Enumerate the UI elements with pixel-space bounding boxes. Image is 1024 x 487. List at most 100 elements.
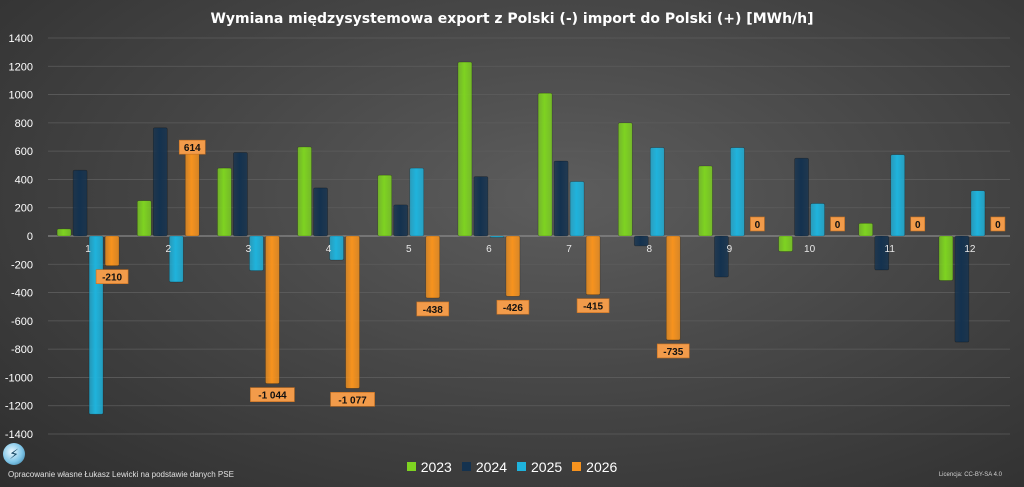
data-label: -1 077 bbox=[338, 395, 367, 406]
bar-2025-2 bbox=[168, 235, 184, 283]
bar-2026-5 bbox=[425, 235, 441, 299]
y-tick-label: 1400 bbox=[9, 33, 33, 45]
x-tick-label: 9 bbox=[727, 244, 733, 255]
data-label-box bbox=[250, 387, 295, 402]
y-tick-label: -600 bbox=[11, 316, 33, 328]
y-tick-label: 1200 bbox=[9, 61, 33, 73]
y-tick-label: 400 bbox=[15, 174, 33, 186]
bar-2024-5 bbox=[393, 204, 409, 237]
bar-2024-4 bbox=[313, 187, 328, 237]
author-logo-icon: ⚡ bbox=[3, 443, 25, 465]
legend-swatch bbox=[572, 462, 582, 471]
x-tick-label: 1 bbox=[85, 244, 91, 255]
bar-2024-10 bbox=[794, 157, 809, 237]
bar-2024-11 bbox=[874, 235, 890, 271]
license-note: Licencja: CC-BY-SA 4.0 bbox=[938, 472, 1002, 478]
data-label-box bbox=[656, 343, 690, 359]
x-tick-label: 3 bbox=[246, 244, 252, 255]
bar-2026-2 bbox=[184, 148, 200, 237]
y-tick-label: -200 bbox=[11, 259, 33, 271]
bar-2024-6 bbox=[473, 176, 489, 237]
legend-item-2024: 2024 bbox=[461, 459, 507, 475]
y-tick-label: -1200 bbox=[5, 401, 33, 413]
data-label-box bbox=[416, 301, 450, 317]
data-label: -415 bbox=[583, 302, 603, 313]
chart-title: Wymiana międzysystemowa export z Polski … bbox=[210, 11, 813, 27]
bar-2024-2 bbox=[152, 127, 168, 237]
bar-2025-11 bbox=[890, 154, 906, 237]
bar-2026-6 bbox=[505, 235, 521, 297]
bar-2025-3 bbox=[249, 235, 264, 271]
data-label: 0 bbox=[755, 220, 761, 231]
x-tick-label: 5 bbox=[406, 244, 412, 255]
bar-2024-12 bbox=[954, 235, 970, 343]
x-tick-label: 12 bbox=[964, 244, 976, 255]
bar-2026-1 bbox=[104, 235, 120, 267]
bar-2026-8 bbox=[665, 235, 681, 341]
legend-label: 2023 bbox=[420, 458, 452, 475]
bar-2024-7 bbox=[553, 160, 569, 237]
bar-2024-1 bbox=[72, 169, 88, 237]
legend-item-2023: 2023 bbox=[406, 458, 452, 475]
x-tick-label: 2 bbox=[165, 244, 171, 255]
bar-2025-1 bbox=[88, 235, 104, 415]
y-tick-label: -800 bbox=[11, 344, 33, 356]
data-label-box bbox=[990, 216, 1006, 232]
x-tick-label: 11 bbox=[885, 244, 896, 255]
bars bbox=[56, 61, 986, 415]
bar-2026-4 bbox=[345, 235, 360, 389]
x-tick-label: 8 bbox=[646, 244, 652, 255]
data-label-box bbox=[330, 392, 375, 407]
bar-2023-4 bbox=[297, 146, 312, 237]
legend-swatch bbox=[406, 462, 416, 471]
x-tick-label: 4 bbox=[326, 244, 332, 255]
data-label: 0 bbox=[835, 220, 841, 231]
data-label: 0 bbox=[995, 220, 1001, 231]
y-axis: -1400 -1200 -1000 -800 -600 -400 -200 0 200 400 60… bbox=[5, 33, 33, 441]
data-label-box bbox=[750, 216, 765, 232]
bar-2023-10 bbox=[778, 235, 793, 252]
bar-2023-9 bbox=[698, 165, 713, 237]
x-tick-label: 10 bbox=[804, 244, 816, 255]
y-tick-label: -1400 bbox=[5, 429, 33, 441]
bar-2025-10 bbox=[810, 203, 825, 237]
bar-2024-9 bbox=[714, 235, 729, 278]
data-label-box bbox=[496, 299, 530, 315]
data-label: -735 bbox=[663, 347, 683, 358]
legend-label: 2026 bbox=[586, 458, 618, 475]
x-tick-label: 7 bbox=[566, 244, 572, 255]
bar-2025-9 bbox=[730, 147, 745, 237]
data-label: -426 bbox=[503, 303, 523, 314]
bar-2023-2 bbox=[136, 200, 152, 237]
bar-2025-7 bbox=[569, 181, 585, 237]
data-label-box bbox=[576, 298, 610, 313]
data-label-box bbox=[830, 216, 845, 232]
gridlines bbox=[48, 37, 1010, 435]
y-tick-label: -400 bbox=[11, 288, 33, 300]
x-axis: 1 2 3 4 5 6 7 8 9 10 11 12 bbox=[85, 244, 976, 255]
legend-item-2026: 2026 bbox=[572, 459, 617, 475]
data-label: 614 bbox=[184, 143, 201, 154]
y-tick-label: 1000 bbox=[9, 90, 33, 102]
bar-2025-6 bbox=[489, 235, 505, 238]
bar-2023-5 bbox=[377, 174, 393, 237]
data-label: -438 bbox=[423, 305, 443, 316]
y-tick-label: 0 bbox=[27, 231, 33, 243]
bar-2026-3 bbox=[265, 235, 280, 384]
legend: 2023 2024 2025 2026 bbox=[0, 458, 1024, 475]
bar-2023-3 bbox=[217, 167, 232, 237]
bar-2023-7 bbox=[537, 92, 553, 237]
legend-item-2025: 2025 bbox=[517, 459, 562, 475]
bar-2024-8 bbox=[633, 235, 649, 247]
y-tick-label: 200 bbox=[15, 203, 33, 215]
bar-2025-12 bbox=[970, 190, 986, 237]
data-label: -1 044 bbox=[258, 391, 287, 402]
bar-2023-11 bbox=[858, 222, 874, 237]
source-note: Opracowanie własne Łukasz Lewicki na pod… bbox=[8, 470, 234, 479]
y-tick-label: -1000 bbox=[5, 372, 33, 384]
bar-2023-12 bbox=[938, 235, 954, 281]
data-label-box bbox=[178, 139, 206, 155]
legend-swatch bbox=[461, 462, 471, 471]
legend-swatch bbox=[517, 462, 526, 471]
